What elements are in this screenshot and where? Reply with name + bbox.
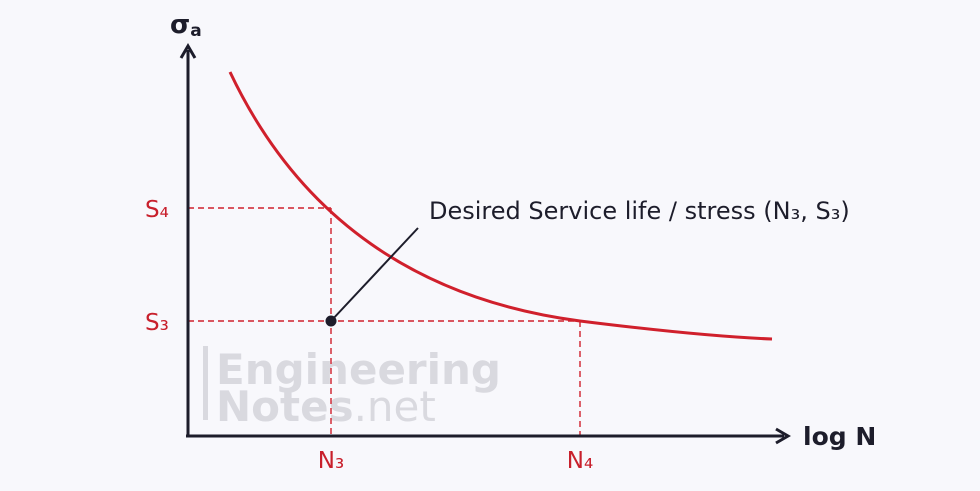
x-axis-arrow-icon <box>775 427 791 445</box>
y-axis-label-subscript: a <box>190 21 201 41</box>
annotation-leader-line <box>330 227 419 322</box>
watermark-notes: Notes <box>216 382 354 431</box>
y-axis-label: σa <box>170 10 202 41</box>
watermark-bar <box>203 346 208 420</box>
annotation-label: Desired Service life / stress (N₃, S₃) <box>429 197 850 225</box>
sn-curve <box>228 71 773 341</box>
y-axis-label-sigma: σ <box>170 10 190 40</box>
tick-label-n3: N₃ <box>318 448 344 474</box>
tick-label-s3: S₃ <box>145 310 169 336</box>
watermark: Engineering Notes.net <box>203 345 501 431</box>
axes <box>179 43 791 445</box>
watermark-line2: Notes.net <box>216 382 436 431</box>
y-axis-arrow-icon <box>179 43 197 59</box>
tick-labels: S₄ S₃ N₃ N₄ <box>145 197 593 474</box>
design-point-marker <box>325 315 337 327</box>
watermark-net: .net <box>354 382 436 431</box>
x-axis-label: log N <box>803 422 876 451</box>
watermark-line1: Engineering <box>216 345 501 394</box>
tick-label-n4: N₄ <box>567 448 593 474</box>
tick-label-s4: S₄ <box>145 197 169 223</box>
